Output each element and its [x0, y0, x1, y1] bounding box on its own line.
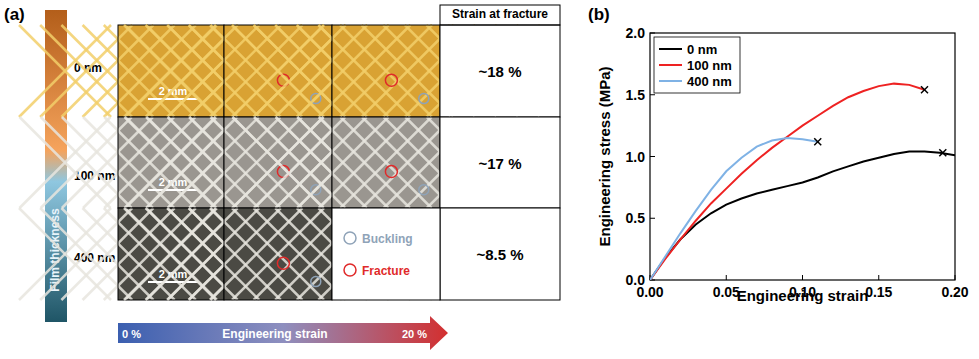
fracture-marker	[814, 138, 821, 145]
legend-box	[654, 37, 740, 93]
y-tick	[650, 94, 655, 95]
x-tick	[726, 275, 727, 280]
cell-border	[118, 25, 224, 117]
legend-line	[659, 64, 682, 66]
page: {"panel_a": { "label": "(a)", "colorbar_…	[0, 0, 979, 359]
legend-label: Buckling	[362, 232, 413, 246]
fracture-marker	[939, 149, 946, 156]
cell-border	[440, 117, 560, 208]
y-tick-label: 1.5	[626, 87, 646, 103]
legend-symbol	[344, 232, 356, 244]
photo-bg	[224, 208, 332, 300]
marker-stroke	[939, 149, 946, 156]
photo-bg	[224, 117, 332, 208]
scale-bar	[148, 98, 198, 100]
legend: 0 nm100 nm400 nm	[654, 37, 740, 93]
photo-bg	[332, 117, 440, 208]
scale-bar	[148, 281, 198, 283]
marker-stroke	[921, 86, 928, 93]
fracture-circle	[277, 257, 289, 269]
cell-border	[440, 208, 560, 300]
cell-border	[224, 208, 332, 300]
fracture-circle	[385, 74, 397, 86]
legend-label: 400 nm	[687, 74, 732, 89]
legend-label: 0 nm	[687, 42, 717, 57]
y-tick-label: 0.5	[626, 210, 646, 226]
panel-label: (a)	[4, 5, 25, 24]
strain-value: ~8.5 %	[476, 246, 523, 263]
cell-border	[118, 117, 224, 208]
cell-border	[224, 117, 332, 208]
x-tick-label: 0.20	[941, 284, 968, 300]
panel-label: (b)	[588, 5, 610, 24]
arrow-end: 20 %	[402, 328, 427, 340]
arrow-title: Engineering strain	[222, 327, 327, 341]
y-tick	[650, 33, 655, 34]
cell-border	[332, 25, 440, 117]
x-axis-label: Engineering strain	[737, 287, 869, 304]
marker-stroke	[814, 138, 821, 145]
photo-bg	[118, 117, 224, 208]
buckling-circle	[311, 277, 321, 287]
y-axis-label: Engineering stress (MPa)	[596, 66, 613, 246]
marker-stroke	[921, 86, 928, 93]
legend-line	[659, 80, 682, 82]
strain-value: ~17 %	[479, 155, 522, 172]
x-tick	[878, 275, 879, 280]
y-tick-label: 2.0	[626, 25, 646, 41]
cell-border	[332, 208, 440, 300]
legend-label: 100 nm	[687, 58, 732, 73]
series-line	[650, 84, 925, 280]
cell-border	[224, 25, 332, 117]
x-tick	[802, 275, 803, 280]
series-line	[650, 138, 818, 280]
x-tick	[955, 275, 956, 280]
legend-label: Fracture	[362, 264, 410, 278]
photo-bg	[118, 208, 224, 300]
cell-border	[118, 208, 224, 300]
y-tick	[650, 218, 655, 219]
figure: (a)Film thicknessStrain at fracture0 nm2…	[0, 0, 979, 359]
buckling-circle	[419, 94, 429, 104]
fracture-circle	[385, 166, 397, 178]
cell-border	[440, 5, 560, 25]
plot-frame	[650, 33, 955, 280]
table-header: Strain at fracture	[452, 7, 548, 21]
fracture-marker	[921, 86, 928, 93]
arrow-start: 0 %	[122, 328, 141, 340]
marker-stroke	[814, 138, 821, 145]
photo-bg	[332, 25, 440, 117]
buckling-circle	[419, 185, 429, 195]
strain-value: ~18 %	[479, 63, 522, 80]
series-line	[650, 152, 955, 280]
photo-bg	[118, 25, 224, 117]
legend-line	[659, 48, 682, 50]
cell-border	[440, 25, 560, 117]
photo-bg	[224, 25, 332, 117]
cell-border	[332, 117, 440, 208]
x-tick-label: 0.15	[865, 284, 892, 300]
y-tick-label: 1.0	[626, 149, 646, 165]
scale-bar	[148, 189, 198, 191]
marker-stroke	[939, 149, 946, 156]
strain-arrow	[118, 316, 448, 350]
y-tick	[650, 156, 655, 157]
y-tick-label: 0.0	[626, 272, 646, 288]
legend-symbol	[344, 264, 356, 276]
plot-area	[650, 84, 955, 280]
